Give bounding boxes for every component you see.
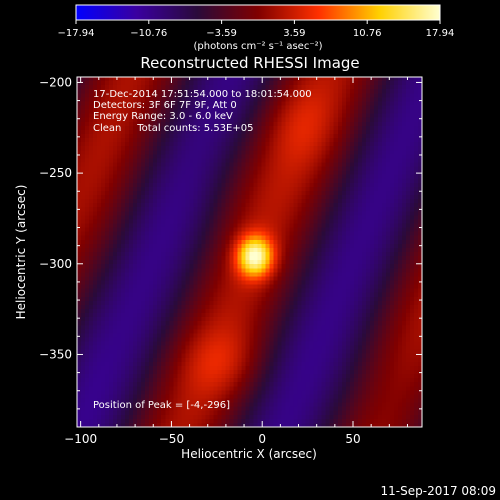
x-tick-label: −100 — [64, 432, 97, 446]
plot-frame — [76, 76, 423, 428]
annotation-energy-range: Energy Range: 3.0 - 6.0 keV — [93, 111, 233, 122]
annotations: 17-Dec-2014 17:51:54.000 to 18:01:54.000… — [93, 89, 312, 411]
colorbar-tick-label: −17.94 — [57, 28, 94, 39]
x-tick-label: 0 — [258, 432, 266, 446]
y-axis-label: Heliocentric Y (arcsec) — [14, 185, 28, 320]
annotation-detectors: Detectors: 3F 6F 7F 9F, Att 0 — [93, 100, 237, 111]
colorbar-ticks: −17.94 −10.76 −3.59 3.59 10.76 17.94 — [57, 20, 454, 39]
peak-position-label: Position of Peak = [-4,-296] — [93, 400, 230, 411]
colorbar-tick-label: −10.76 — [130, 28, 167, 39]
annotation-total-counts: Clean Total counts: 5.53E+05 — [93, 123, 253, 134]
footer-date: 11-Sep-2017 08:09 — [381, 484, 496, 498]
colorbar-tick-label: 3.59 — [283, 28, 305, 39]
colorbar-bar — [75, 4, 441, 21]
heatmap-image — [77, 77, 422, 427]
colorbar: −17.94 −10.76 −3.59 3.59 10.76 17.94 (photons… — [57, 4, 454, 52]
y-tick-label: −250 — [39, 166, 72, 180]
annotation-time-range: 17-Dec-2014 17:51:54.000 to 18:01:54.000 — [93, 89, 312, 100]
x-tick-label: 50 — [345, 432, 360, 446]
colorbar-unit-label: (photons cm⁻² s⁻¹ asec⁻²) — [193, 41, 322, 52]
colorbar-tick-label: 10.76 — [353, 28, 382, 39]
y-tick-label: −200 — [39, 75, 72, 89]
x-axis-label: Heliocentric X (arcsec) — [181, 447, 317, 461]
y-tick-label: −300 — [39, 257, 72, 271]
x-tick-label: −50 — [159, 432, 184, 446]
y-tick-label: −350 — [39, 347, 72, 361]
colorbar-tick-label: −3.59 — [206, 28, 237, 39]
chart-title: Reconstructed RHESSI Image — [140, 54, 359, 72]
x-axis: −100 −50 0 50 — [64, 77, 408, 446]
colorbar-tick-label: 17.94 — [426, 28, 455, 39]
y-axis: −200 −250 −300 −350 — [39, 75, 422, 410]
